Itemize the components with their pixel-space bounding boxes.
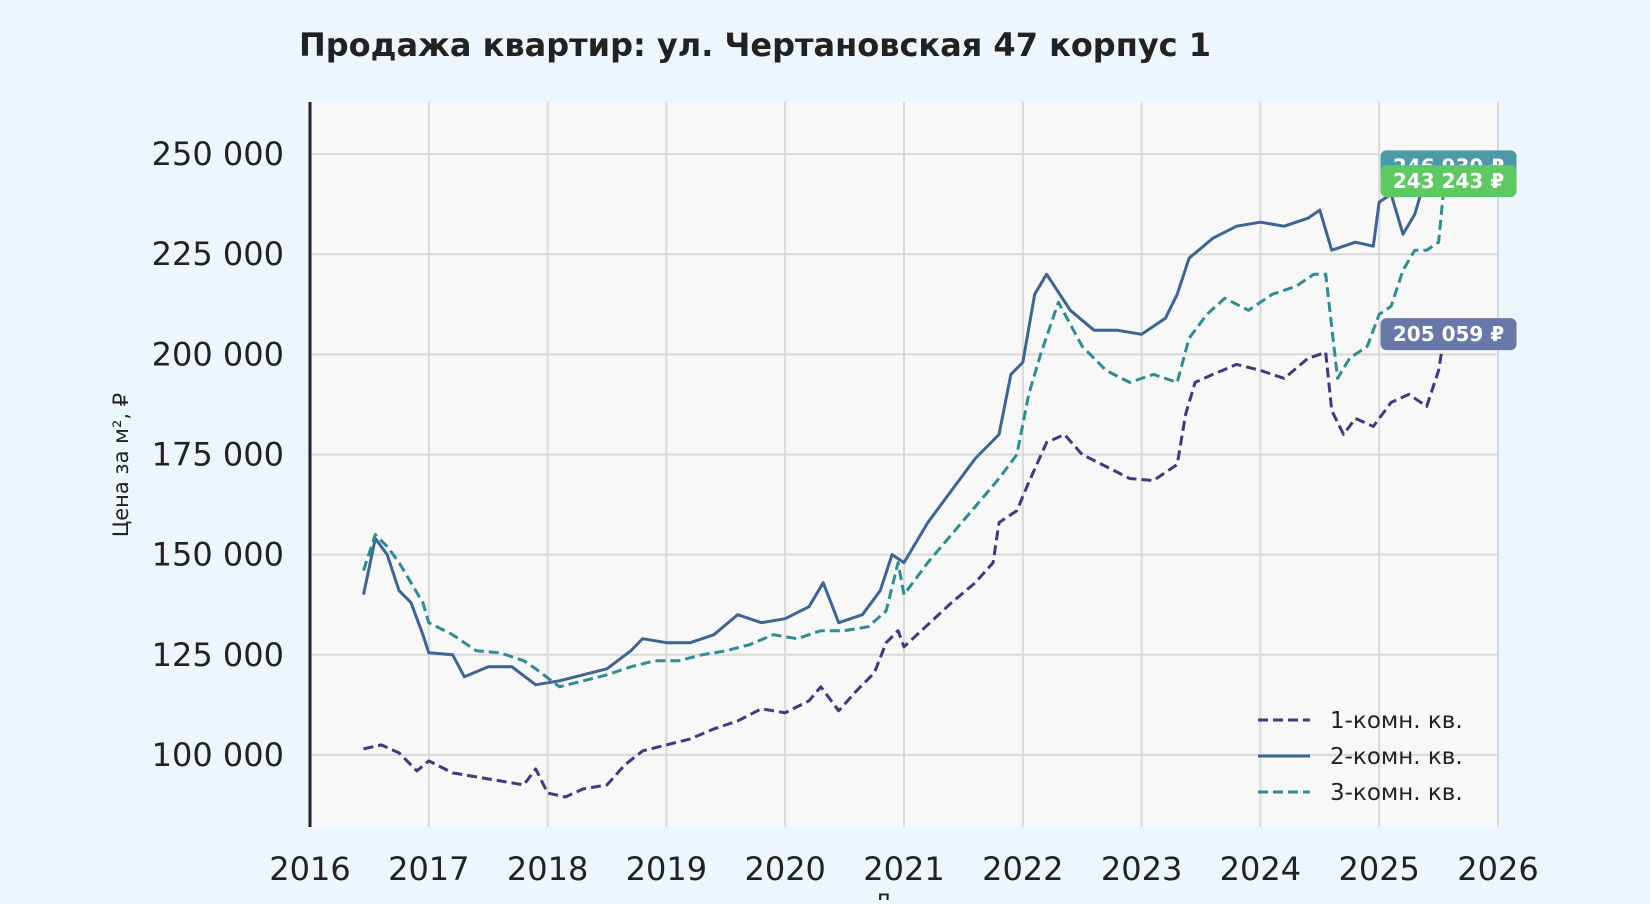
legend-label: 3-комн. кв. bbox=[1330, 780, 1463, 806]
y-tick-label: 125 000 bbox=[152, 636, 284, 674]
end-value-label: 243 243 ₽ bbox=[1380, 165, 1517, 198]
legend-item: 3-комн. кв. bbox=[1258, 780, 1463, 806]
x-tick-label: 2019 bbox=[626, 850, 707, 888]
y-tick-labels: 100 000 125 000 150 000 175 000 200 000 225 0… bbox=[152, 135, 284, 774]
legend-item: 1-комн. кв. bbox=[1258, 708, 1463, 734]
x-tick-label: 2024 bbox=[1220, 850, 1301, 888]
y-tick-label: 175 000 bbox=[152, 435, 284, 473]
x-tick-label: 2017 bbox=[388, 850, 469, 888]
x-axis-label: Д bbox=[874, 891, 891, 900]
x-tick-label: 2020 bbox=[744, 850, 825, 888]
end-value-labels: 246 930 ₽243 243 ₽205 059 ₽ bbox=[1380, 150, 1517, 351]
series-line bbox=[362, 180, 1446, 689]
end-value-badge bbox=[1380, 318, 1517, 351]
y-tick-label: 150 000 bbox=[152, 536, 284, 574]
x-tick-label: 2023 bbox=[1101, 850, 1182, 888]
legend-label: 2-комн. кв. bbox=[1330, 744, 1463, 770]
series-line bbox=[363, 333, 1446, 799]
x-tick-label: 2026 bbox=[1457, 850, 1538, 888]
x-tick-label: 2021 bbox=[863, 850, 944, 888]
legend-label: 1-комн. кв. bbox=[1330, 708, 1463, 734]
end-value-text: 243 243 ₽ bbox=[1393, 169, 1504, 193]
y-tick-label: 100 000 bbox=[152, 736, 284, 774]
end-value-label: 205 059 ₽ bbox=[1380, 318, 1517, 351]
x-tick-label: 2025 bbox=[1338, 850, 1419, 888]
x-tick-label: 2018 bbox=[507, 850, 588, 888]
series-layer bbox=[362, 160, 1446, 799]
y-tick-label: 200 000 bbox=[152, 335, 284, 373]
chart-title: Продажа квартир: ул. Чертановская 47 кор… bbox=[299, 26, 1211, 64]
x-tick-label: 2016 bbox=[269, 850, 350, 888]
y-axis-label: Цена за м², ₽ bbox=[109, 393, 133, 537]
y-tick-label: 250 000 bbox=[152, 135, 284, 173]
y-tick-label: 225 000 bbox=[152, 235, 284, 273]
x-tick-label: 2022 bbox=[982, 850, 1063, 888]
series-line bbox=[362, 160, 1446, 687]
x-tick-labels: 2016 2017 2018 2019 2020 2021 2022 2023 2024 2025… bbox=[269, 850, 1538, 888]
legend-item: 2-комн. кв. bbox=[1258, 744, 1463, 770]
end-value-badge bbox=[1380, 165, 1517, 198]
legend: 1-комн. кв. 2-комн. кв. 3-комн. кв. bbox=[1258, 708, 1463, 806]
end-value-text: 205 059 ₽ bbox=[1393, 322, 1504, 346]
